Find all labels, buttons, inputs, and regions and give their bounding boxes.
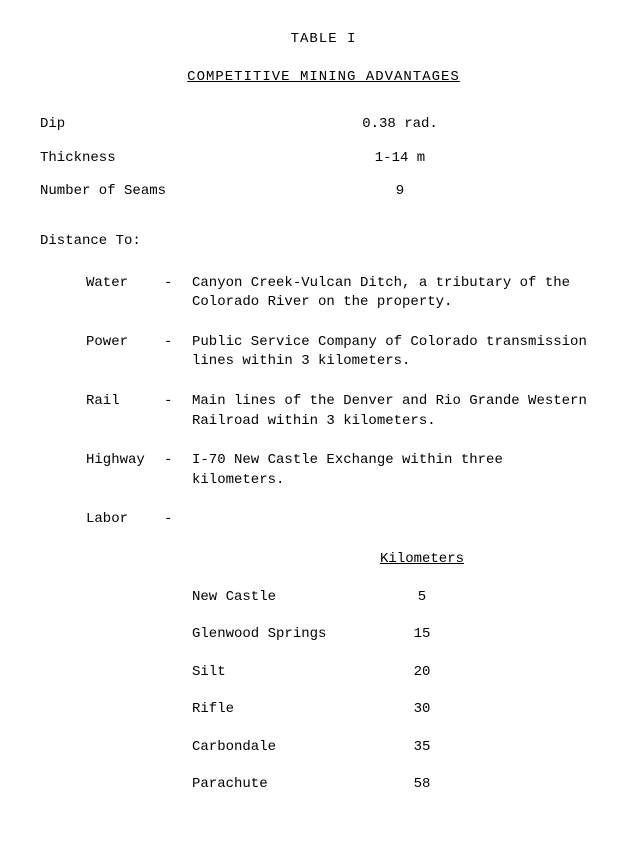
labor-km: 35: [372, 738, 472, 758]
property-label: Number of Seams: [40, 182, 340, 202]
dash: -: [164, 451, 192, 471]
distance-heading: Distance To:: [40, 232, 607, 252]
labor-table: Kilometers New Castle 5 Glenwood Springs…: [192, 550, 607, 795]
property-value: 0.38 rad.: [340, 115, 460, 135]
property-row: Number of Seams 9: [40, 182, 607, 202]
table-title: TABLE I: [40, 30, 607, 50]
labor-header-blank: [192, 550, 372, 570]
labor-km: 20: [372, 663, 472, 683]
dash: -: [164, 333, 192, 353]
labor-place: New Castle: [192, 588, 372, 608]
labor-row: Carbondale 35: [192, 738, 607, 758]
property-row: Thickness 1-14 m: [40, 149, 607, 169]
distance-row-highway: Highway - I-70 New Castle Exchange withi…: [86, 451, 607, 490]
labor-place: Silt: [192, 663, 372, 683]
labor-row: Glenwood Springs 15: [192, 625, 607, 645]
distance-label: Power: [86, 333, 164, 353]
distance-label: Highway: [86, 451, 164, 471]
distance-desc: Canyon Creek-Vulcan Ditch, a tributary o…: [192, 274, 607, 313]
labor-km: 5: [372, 588, 472, 608]
dash: -: [164, 392, 192, 412]
table-subtitle: COMPETITIVE MINING ADVANTAGES: [40, 68, 607, 88]
distance-desc: Main lines of the Denver and Rio Grande …: [192, 392, 607, 431]
distance-desc: I-70 New Castle Exchange within three ki…: [192, 451, 607, 490]
labor-row: Silt 20: [192, 663, 607, 683]
labor-row: Rifle 30: [192, 700, 607, 720]
dash: -: [164, 274, 192, 294]
property-label: Dip: [40, 115, 340, 135]
labor-place: Rifle: [192, 700, 372, 720]
labor-row: New Castle 5: [192, 588, 607, 608]
distance-row-rail: Rail - Main lines of the Denver and Rio …: [86, 392, 607, 431]
distance-row-power: Power - Public Service Company of Colora…: [86, 333, 607, 372]
distance-label: Water: [86, 274, 164, 294]
labor-km: 15: [372, 625, 472, 645]
property-row: Dip 0.38 rad.: [40, 115, 607, 135]
dash: -: [164, 510, 192, 530]
distance-row-water: Water - Canyon Creek-Vulcan Ditch, a tri…: [86, 274, 607, 313]
labor-place: Glenwood Springs: [192, 625, 372, 645]
labor-km: 58: [372, 775, 472, 795]
labor-header-km: Kilometers: [372, 550, 472, 570]
labor-label: Labor: [86, 510, 164, 530]
labor-header-row: Kilometers: [192, 550, 607, 570]
property-value: 9: [340, 182, 460, 202]
distance-desc: Public Service Company of Colorado trans…: [192, 333, 607, 372]
property-label: Thickness: [40, 149, 340, 169]
labor-km: 30: [372, 700, 472, 720]
labor-place: Carbondale: [192, 738, 372, 758]
distance-label: Rail: [86, 392, 164, 412]
property-value: 1-14 m: [340, 149, 460, 169]
labor-block: Labor -: [86, 510, 607, 530]
labor-place: Parachute: [192, 775, 372, 795]
labor-row: Parachute 58: [192, 775, 607, 795]
